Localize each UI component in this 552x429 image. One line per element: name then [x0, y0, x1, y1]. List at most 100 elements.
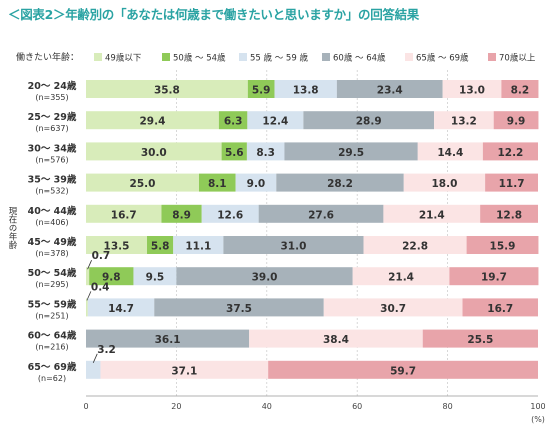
data-label: 22.8 [402, 241, 428, 253]
leader-line [87, 260, 92, 270]
category-n-label: (n=637) [35, 124, 68, 133]
data-label: 13.2 [451, 116, 477, 128]
data-label: 8.2 [511, 85, 530, 97]
bar-segment [86, 80, 248, 98]
data-label: 28.2 [327, 178, 353, 190]
category-label: 45〜 49歳 [28, 236, 77, 248]
data-label: 8.1 [208, 178, 227, 190]
category-label: 20〜 24歳 [28, 80, 77, 92]
bar-segment [442, 80, 502, 98]
bar-segment [449, 267, 539, 286]
bar-segment [173, 236, 224, 254]
data-label: 39.0 [252, 272, 278, 284]
bar-segment [201, 204, 259, 223]
data-label: 5.9 [252, 85, 271, 97]
legend-label: 65歳 〜 69歳 [416, 53, 469, 64]
data-label: 29.4 [139, 116, 165, 128]
legend-title: 働きたい年齢： [16, 51, 79, 63]
bar-segment [352, 267, 450, 286]
bar-segment [86, 204, 162, 223]
bar-segment [403, 173, 486, 192]
x-tick-label: 20 [171, 402, 181, 411]
leader-line [86, 291, 92, 301]
data-label: 5.8 [151, 241, 170, 253]
bar-segment [434, 111, 494, 130]
legend-label: 70歳以上 [499, 53, 536, 64]
x-tick-label: 0 [83, 402, 88, 411]
bar-segment [323, 298, 463, 317]
legend-label: 49歳以下 [105, 53, 142, 64]
category-label: 40〜 44歳 [28, 205, 77, 217]
data-label: 29.5 [338, 147, 364, 159]
data-label: 16.7 [111, 209, 137, 221]
data-label: 12.4 [262, 116, 288, 128]
data-label: 16.7 [487, 303, 513, 315]
category-n-label: (n=216) [35, 343, 68, 352]
data-label: 8.9 [172, 209, 191, 221]
data-label: 9.8 [102, 272, 121, 284]
bar-segment [86, 298, 88, 317]
x-axis-unit: (%) [531, 415, 545, 424]
data-label: 8.3 [256, 147, 275, 159]
bar-segment [247, 111, 304, 130]
data-label: 15.9 [490, 241, 516, 253]
data-label: 9.5 [146, 272, 165, 284]
category-label: 25〜 29歳 [28, 111, 77, 123]
y-axis-label: 現在の年齢 [7, 207, 17, 250]
data-label: 0.4 [91, 281, 110, 293]
category-label: 30〜 34歳 [28, 142, 77, 154]
category-label: 65〜 69歳 [28, 361, 77, 373]
category-label: 60〜 64歳 [28, 330, 77, 342]
data-label: 12.8 [496, 209, 522, 221]
bar-segment [133, 267, 177, 286]
bar-segment [86, 329, 250, 348]
bar-segment [482, 142, 538, 161]
category-n-label: (n=251) [35, 311, 68, 320]
bar-segment [303, 111, 435, 130]
category-label: 35〜 39歳 [28, 174, 77, 186]
data-label: 37.5 [226, 303, 252, 315]
bar-segment [466, 236, 539, 254]
data-label: 13.0 [459, 85, 485, 97]
category-label: 50〜 54歳 [28, 267, 77, 279]
bar-segment [86, 111, 219, 130]
data-label: 14.4 [437, 147, 463, 159]
data-label: 37.1 [171, 365, 197, 377]
category-label: 55〜 59歳 [28, 298, 77, 310]
data-label: 12.2 [497, 147, 523, 159]
bar-segment [154, 298, 324, 317]
data-label: 21.4 [419, 209, 445, 221]
category-n-label: (n=576) [35, 155, 68, 164]
leader-line [92, 353, 98, 363]
data-label: 36.1 [155, 334, 181, 346]
x-tick-label: 40 [262, 402, 272, 411]
legend-swatch [488, 53, 496, 61]
bar-segment [246, 142, 285, 161]
legend-label: 60歳 〜 64歳 [333, 53, 386, 64]
data-label: 13.8 [293, 85, 319, 97]
bar-segment [501, 80, 539, 98]
data-label: 11.1 [185, 241, 211, 253]
data-label: 13.5 [104, 241, 130, 253]
bar-segment [383, 204, 481, 223]
category-n-label: (n=406) [35, 218, 68, 227]
bar-segment [235, 173, 277, 192]
data-label: 18.0 [431, 178, 457, 190]
bar-segment [336, 80, 443, 98]
bar-segment [485, 173, 538, 192]
data-label: 23.4 [377, 85, 403, 97]
bar-segment [247, 80, 275, 98]
data-label: 14.7 [108, 303, 134, 315]
category-n-label: (n=378) [35, 249, 68, 258]
legend-label: 55 歳 〜 59 歳 [250, 53, 308, 64]
bar-segment [480, 204, 538, 223]
bar-segment [86, 142, 222, 161]
data-label: 30.7 [380, 303, 406, 315]
data-label: 25.0 [130, 178, 156, 190]
category-n-label: (n=295) [35, 280, 68, 289]
legend-swatch [239, 53, 247, 61]
bar-segment [87, 298, 155, 317]
bar-segment [223, 236, 364, 254]
bar-segment [176, 267, 353, 286]
x-tick-label: 100 [530, 402, 545, 411]
